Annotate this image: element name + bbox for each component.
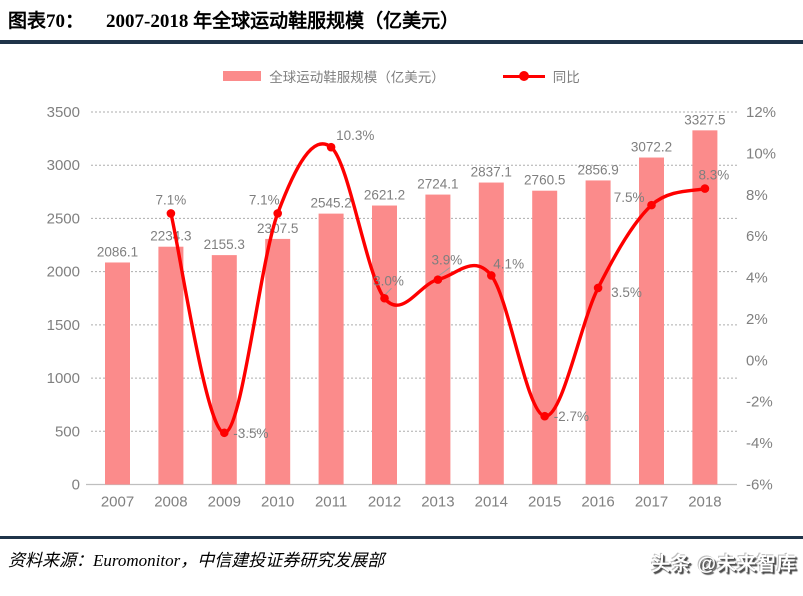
bar — [105, 262, 130, 485]
legend-bar-label: 全球运动鞋服规模（亿美元） — [269, 70, 445, 85]
yoy-point — [433, 275, 443, 284]
chart-canvas: 0 500 1000 1500 2000 2500 3000 3500 -6% -4% -2% 0% 2… — [47, 104, 776, 511]
bar — [158, 246, 184, 485]
yoy-value-label: 7.1% — [249, 192, 280, 207]
yoy-point — [700, 184, 710, 193]
yoy-value-label: 3.9% — [432, 253, 463, 268]
watermark: 头条 @未来智库 — [651, 554, 797, 575]
legend-item-line-series[interactable]: 同比 — [502, 66, 580, 86]
y-axis-left-tick: 0 — [72, 477, 80, 494]
y-axis-right-tick: -2% — [746, 394, 773, 411]
bar-value-label: 2155.3 — [204, 237, 245, 252]
x-axis-tick: 2007 — [101, 494, 134, 511]
bar-value-label: 2837.1 — [471, 165, 512, 180]
bar-value-label: 2724.1 — [417, 177, 458, 192]
y-axis-right-tick: 0% — [746, 352, 768, 369]
bar-value-label: 2760.5 — [524, 173, 565, 188]
yoy-point — [380, 293, 389, 303]
x-axis-tick: 2018 — [688, 494, 721, 511]
bar-value-label: 3072.2 — [631, 140, 672, 155]
bar-value-label: 2307.5 — [257, 221, 298, 236]
x-axis-tick: 2008 — [154, 494, 187, 511]
line-series-swatch-icon — [502, 71, 545, 81]
x-axis-tick: 2010 — [261, 494, 294, 511]
yoy-value-label: 10.3% — [336, 128, 374, 143]
y-axis-right-tick: 4% — [746, 270, 768, 287]
y-axis-left-tick: 2500 — [47, 210, 80, 227]
yoy-value-label: 4.1% — [493, 256, 524, 271]
bar-value-label: 2545.2 — [310, 196, 351, 211]
x-axis-tick: 2011 — [315, 494, 347, 511]
bar-series-swatch-icon — [223, 71, 262, 81]
bar — [372, 205, 397, 485]
bar-value-label: 3327.5 — [684, 112, 725, 127]
yoy-point — [220, 428, 229, 438]
source-note: 资料来源：Euromonitor，中信建投证券研究发展部 — [8, 551, 385, 570]
legend-item-bar-series[interactable]: 全球运动鞋服规模（亿美元） — [223, 66, 445, 86]
y-axis-left-tick: 1500 — [47, 317, 80, 334]
yoy-value-label: -3.5% — [233, 426, 268, 441]
bar — [692, 130, 718, 485]
yoy-value-label: 7.1% — [156, 192, 187, 207]
yoy-value-label: 3.0% — [373, 273, 404, 288]
x-axis-tick: 2017 — [635, 494, 668, 511]
x-axis-tick: 2016 — [581, 494, 614, 511]
y-axis-right-tick: 2% — [746, 311, 768, 328]
bar — [478, 182, 504, 485]
y-axis-left-tick: 500 — [55, 423, 80, 440]
yoy-point — [326, 142, 336, 152]
label-leader-line — [385, 287, 392, 295]
label-leader-line — [438, 267, 451, 277]
bar — [425, 194, 451, 485]
x-axis-tick: 2015 — [528, 494, 561, 511]
chart-title: 图表70： 2007-2018 年全球运动鞋服规模（亿美元） — [8, 6, 798, 33]
bar — [211, 255, 237, 485]
yoy-value-label: 3.5% — [611, 285, 642, 300]
y-axis-right-tick: -4% — [746, 435, 773, 452]
yoy-value-label: -2.7% — [554, 409, 589, 424]
y-axis-right-tick: 10% — [746, 145, 776, 162]
footer-divider — [0, 536, 803, 539]
x-axis-tick: 2009 — [208, 494, 241, 511]
yoy-point — [487, 271, 496, 280]
yoy-point — [647, 200, 656, 210]
bar — [318, 213, 344, 485]
bar-value-label: 2621.2 — [364, 188, 405, 203]
x-axis-tick: 2012 — [368, 494, 401, 511]
yoy-value-label: 8.3% — [699, 168, 730, 183]
x-axis-tick: 2013 — [421, 494, 454, 511]
yoy-point — [593, 283, 603, 293]
bar-value-label: 2086.1 — [97, 244, 138, 259]
yoy-point — [166, 209, 176, 218]
bar — [585, 180, 611, 485]
y-axis-right-tick: 12% — [746, 104, 776, 121]
y-axis-left-tick: 2000 — [47, 264, 80, 281]
y-axis-right-tick: -6% — [746, 477, 773, 494]
yoy-point — [273, 209, 283, 218]
y-axis-left-tick: 1000 — [47, 370, 80, 387]
bar — [265, 238, 291, 485]
yoy-point — [540, 411, 549, 421]
chart-legend: 全球运动鞋服规模（亿美元） 同比 — [0, 66, 803, 86]
y-axis-right-tick: 8% — [746, 187, 768, 204]
bar-value-label: 2856.9 — [577, 162, 618, 177]
figure-title-text: 2007-2018 年全球运动鞋服规模（亿美元） — [106, 11, 460, 32]
y-axis-right-tick: 6% — [746, 228, 768, 245]
y-axis-left-tick: 3500 — [47, 104, 80, 121]
y-axis-left-tick: 3000 — [47, 157, 80, 174]
title-divider — [0, 40, 803, 44]
bar-value-label: 2234.3 — [150, 229, 191, 244]
bar — [532, 190, 558, 485]
x-axis-tick: 2014 — [475, 494, 508, 511]
figure-label: 图表70： — [8, 11, 85, 32]
yoy-value-label: 7.5% — [614, 190, 645, 205]
legend-line-label: 同比 — [552, 70, 580, 85]
